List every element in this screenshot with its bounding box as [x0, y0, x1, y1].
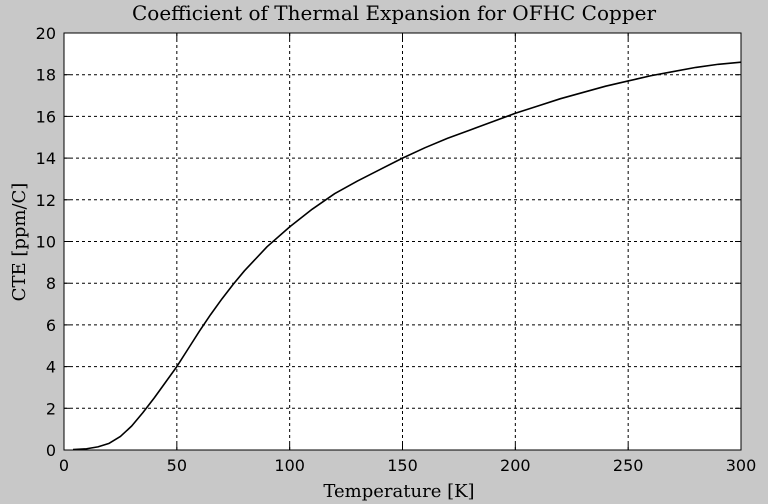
- x-tick-label: 0: [59, 456, 69, 475]
- x-tick-label: 300: [726, 456, 757, 475]
- chart-title: Coefficient of Thermal Expansion for OFH…: [132, 1, 657, 25]
- y-tick-label: 6: [46, 316, 56, 335]
- y-tick-label: 4: [46, 358, 56, 377]
- x-tick-label: 200: [500, 456, 531, 475]
- y-tick-label: 0: [46, 441, 56, 460]
- y-tick-label: 18: [36, 66, 56, 85]
- y-tick-label: 14: [36, 149, 56, 168]
- ticks: [63, 32, 742, 451]
- series-line: [72, 61, 742, 451]
- y-axis-label: CTE [ppm/C]: [9, 183, 30, 302]
- series-layer: [72, 61, 742, 451]
- x-tick-label: 250: [613, 456, 644, 475]
- y-tick-label: 8: [46, 274, 56, 293]
- x-axis-label: Temperature [K]: [323, 481, 474, 502]
- x-tick-label: 50: [167, 456, 187, 475]
- y-tick-label: 10: [36, 233, 56, 252]
- tick-labels: 0 50 100 150 200 250 300 0 2 4 6 8 10 12 14 16 18 20: [36, 24, 757, 475]
- y-tick-label: 16: [36, 107, 56, 126]
- y-tick-label: 2: [46, 399, 56, 418]
- y-tick-label: 12: [36, 191, 56, 210]
- x-tick-label: 150: [387, 456, 418, 475]
- x-tick-label: 100: [274, 456, 305, 475]
- y-tick-label: 20: [36, 24, 56, 43]
